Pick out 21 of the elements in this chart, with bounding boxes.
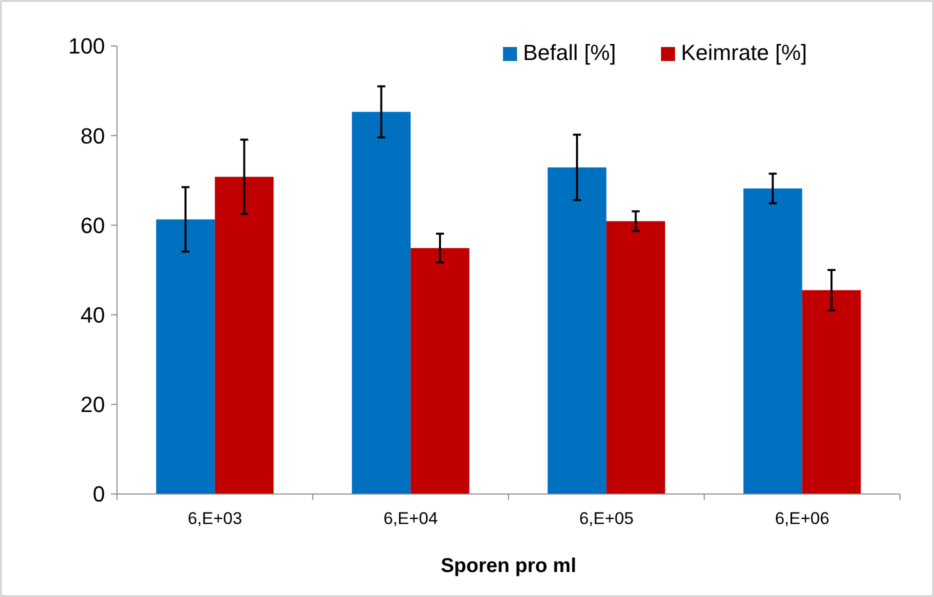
y-tick-label: 100 <box>68 34 105 59</box>
bar <box>410 248 470 494</box>
legend-label: Keimrate [%] <box>681 40 807 65</box>
y-tick-label: 40 <box>80 302 105 328</box>
bar <box>548 167 606 494</box>
bar <box>156 219 215 494</box>
legend-label: Befall [%] <box>523 40 616 65</box>
x-tick-label: 6,E+03 <box>188 509 242 528</box>
y-tick-label: 60 <box>80 212 105 238</box>
y-tick-label: 20 <box>80 392 105 418</box>
bar <box>352 112 411 494</box>
x-axis-title: Sporen pro ml <box>440 555 576 577</box>
y-tick-label: 0 <box>92 482 105 507</box>
y-tick-label: 80 <box>80 123 105 148</box>
x-tick-label: 6,E+05 <box>579 509 634 528</box>
bar <box>743 188 802 494</box>
bar <box>606 221 666 494</box>
x-tick-label: 6,E+04 <box>383 509 438 528</box>
x-tick-label: 6,E+06 <box>774 509 830 528</box>
bar <box>802 290 861 494</box>
bar <box>214 176 274 494</box>
